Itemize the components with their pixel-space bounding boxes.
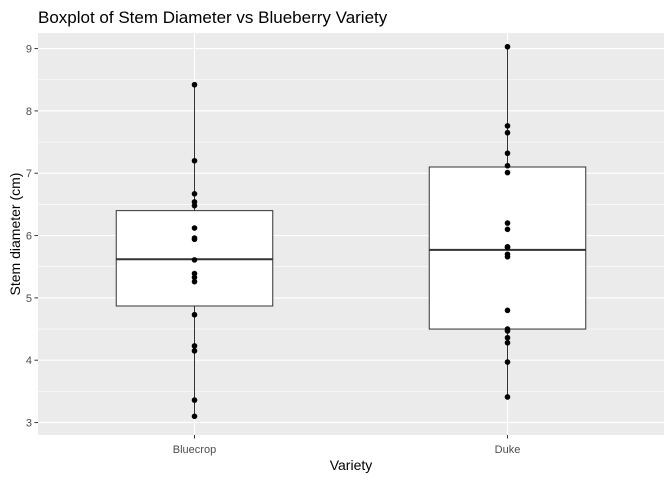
data-point [504, 150, 511, 157]
data-point [504, 334, 511, 341]
data-point [504, 123, 511, 129]
data-point [504, 220, 511, 226]
data-point [504, 244, 511, 251]
data-point [504, 307, 511, 314]
y-tick-label: 9 [26, 44, 32, 56]
data-point [191, 274, 198, 281]
y-tick-label: 3 [26, 418, 32, 430]
data-point [504, 328, 511, 334]
data-point [191, 157, 198, 164]
data-point [504, 162, 511, 169]
data-point [504, 129, 511, 136]
data-point [504, 339, 511, 346]
data-point [504, 394, 511, 400]
data-point [504, 169, 511, 176]
data-point [191, 278, 198, 285]
y-axis-title: Stem diameter (cm) [7, 173, 23, 296]
data-point [191, 202, 198, 209]
data-point [191, 311, 198, 318]
data-point [504, 226, 511, 233]
data-point [191, 348, 198, 354]
y-tick-label: 7 [26, 168, 32, 180]
x-tick-label: Duke [495, 444, 521, 456]
y-tick-label: 8 [26, 106, 32, 118]
data-point [504, 253, 511, 260]
y-tick-label: 4 [26, 355, 32, 367]
data-point [191, 397, 198, 403]
data-point [504, 359, 511, 365]
x-axis-ticks: Bluecrop Duke [173, 435, 521, 456]
y-tick-label: 5 [26, 293, 32, 305]
x-tick-label: Bluecrop [173, 444, 216, 456]
y-axis-ticks: 3 4 5 6 7 8 9 [26, 44, 38, 430]
data-point [191, 413, 198, 420]
data-points [191, 43, 511, 420]
data-point [191, 257, 198, 263]
data-point [191, 236, 198, 243]
x-axis-title: Variety [330, 457, 373, 473]
data-point [504, 43, 511, 50]
data-point [191, 191, 198, 197]
data-point [191, 225, 198, 231]
data-point [191, 81, 198, 88]
y-tick-label: 6 [26, 231, 32, 243]
data-point [191, 343, 198, 349]
chart-title: Boxplot of Stem Diameter vs Blueberry Va… [38, 8, 388, 27]
